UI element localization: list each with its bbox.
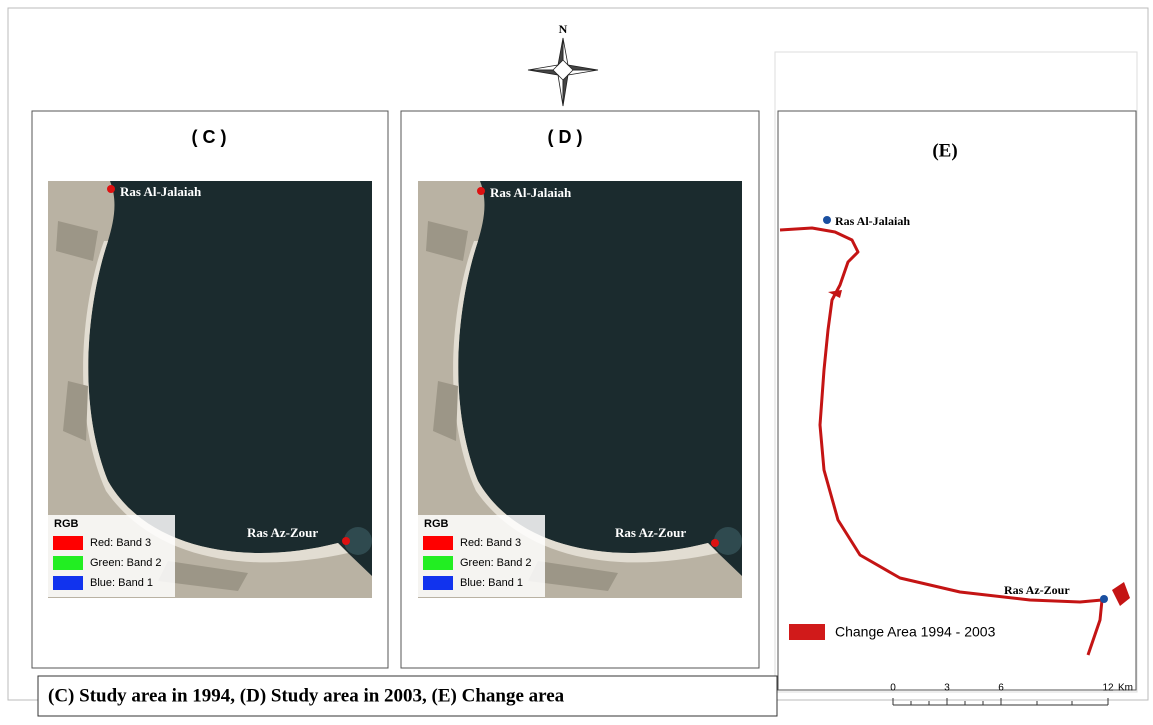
place-label: Ras Az-Zour xyxy=(615,525,686,540)
scale-label: 3 xyxy=(944,683,950,694)
legend-item: Green: Band 2 xyxy=(90,557,162,569)
legend-title: RGB xyxy=(424,518,449,530)
scale-label: 0 xyxy=(890,683,896,694)
place-label: Ras Al-Jalaiah xyxy=(835,214,910,228)
panel-e: (E) Ras Al-Jalaiah Ras Az-Zour Change Ar… xyxy=(774,51,1138,693)
place-label: Ras Az-Zour xyxy=(247,525,318,540)
panel-c: ( C ) Ras Al-Jalaiah Ras Az-Zour RGB Red… xyxy=(31,110,389,669)
legend-swatch xyxy=(789,624,825,640)
legend-item: Change Area 1994 - 2003 xyxy=(835,624,996,640)
place-label: Ras Az-Zour xyxy=(1004,583,1070,597)
legend-item: Blue: Band 1 xyxy=(460,577,523,589)
scale-unit: Km xyxy=(1118,683,1133,694)
change-line xyxy=(779,226,1104,656)
legend-item: Green: Band 2 xyxy=(460,557,532,569)
caption: (C) Study area in 1994, (D) Study area i… xyxy=(48,685,565,706)
legend-title: RGB xyxy=(54,518,79,530)
scale-bar xyxy=(892,698,1109,706)
scale-label: 12 xyxy=(1102,683,1114,694)
legend-item: Red: Band 3 xyxy=(460,537,521,549)
legend-item: Blue: Band 1 xyxy=(90,577,153,589)
scale-label: 6 xyxy=(998,683,1004,694)
panel-label: ( C ) xyxy=(192,127,227,147)
panel-label: (E) xyxy=(932,140,957,161)
panel-d: ( D ) Ras Al-Jalaiah Ras Az-Zour RGB Red… xyxy=(400,110,760,669)
place-label: Ras Al-Jalaiah xyxy=(490,185,572,200)
panel-label: ( D ) xyxy=(548,127,583,147)
place-label: Ras Al-Jalaiah xyxy=(120,184,202,199)
legend-item: Red: Band 3 xyxy=(90,537,151,549)
caption-box xyxy=(37,675,778,717)
north-arrow xyxy=(527,37,599,107)
north-label: N xyxy=(559,22,568,36)
